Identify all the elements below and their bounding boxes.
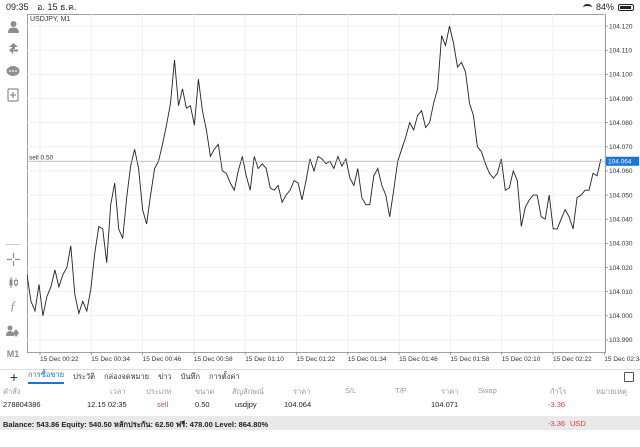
current-price-tag xyxy=(606,156,639,166)
cell-order: 278804386 xyxy=(3,400,41,409)
chart-symbol-label: USDJPY, M1 xyxy=(30,16,71,23)
x-tick-label: 15 Dec 01:46 xyxy=(399,356,438,363)
y-tick-label: 104.110 xyxy=(609,48,632,55)
col-type: ประเภท xyxy=(146,387,172,396)
table-row[interactable]: 278804386 12.15 02:35 sell 0.50 usdjpy 1… xyxy=(0,397,640,411)
y-tick-label: 104.120 xyxy=(609,23,633,30)
x-tick-label: 15 Dec 01:58 xyxy=(450,356,489,363)
profit-currency: USD xyxy=(570,419,586,428)
toolbar-divider xyxy=(6,244,20,245)
col-open-price: ราคา xyxy=(293,387,311,396)
cell-size: 0.50 xyxy=(195,400,210,409)
cell-open-price: 104.064 xyxy=(284,400,312,409)
balance-summary: Balance: 543.86 Equity: 540.50 หลักประกั… xyxy=(3,420,269,429)
price-chart[interactable]: 104.120 104.110 104.100 104.090 104.080 104.0… xyxy=(27,14,640,369)
candlestick-icon[interactable] xyxy=(4,273,22,291)
crosshair-icon[interactable] xyxy=(4,250,22,268)
plot-frame xyxy=(27,14,606,353)
cell-price: 104.071 xyxy=(431,400,459,409)
cell-symbol: usdjpy xyxy=(235,400,257,409)
x-tick-label: 15 Dec 00:34 xyxy=(91,356,130,363)
x-tick-label: 15 Dec 01:34 xyxy=(348,356,387,363)
y-tick-label: 104.040 xyxy=(609,217,633,224)
y-tick-label: 104.080 xyxy=(609,120,633,127)
account-icon[interactable] xyxy=(4,17,22,35)
battery-percent: 84% xyxy=(595,2,614,12)
current-price-label: 104.064 xyxy=(608,159,632,166)
cell-time: 12.15 02:35 xyxy=(87,400,127,409)
x-tick-label: 15 Dec 02:34 xyxy=(604,356,640,363)
tab-journal[interactable]: บันทึก xyxy=(180,371,201,381)
col-order: คำสั่ง xyxy=(3,387,21,396)
col-sl: S/L xyxy=(345,386,357,395)
expand-panel-icon[interactable] xyxy=(624,372,634,382)
battery-icon xyxy=(618,3,634,11)
y-tick-label: 104.060 xyxy=(609,168,633,175)
new-order-icon[interactable] xyxy=(4,86,22,104)
tab-news[interactable]: ข่าว xyxy=(158,371,172,381)
y-tick-label: 104.100 xyxy=(609,72,633,79)
col-size: ขนาด xyxy=(195,387,215,396)
y-tick-label: 104.050 xyxy=(609,192,633,199)
tab-settings[interactable]: การตั้งค่า xyxy=(209,371,240,381)
tab-history[interactable]: ประวัติ xyxy=(73,371,96,381)
x-tick-label: 15 Dec 00:46 xyxy=(143,356,182,363)
status-bar: 09:35 อ. 15 ธ.ค. 84% xyxy=(0,0,640,14)
total-profit: -3.36 xyxy=(548,419,566,428)
y-tick-label: 104.090 xyxy=(609,96,633,103)
y-tick-label: 104.010 xyxy=(609,289,633,296)
status-date: อ. 15 ธ.ค. xyxy=(37,2,77,12)
x-tick-label: 15 Dec 02:10 xyxy=(502,356,541,363)
col-symbol: สัญลักษณ์ xyxy=(232,387,265,396)
col-tp: T/P xyxy=(395,386,407,395)
indicators-icon[interactable]: ƒ xyxy=(9,298,17,313)
price-series-line xyxy=(27,25,602,316)
wifi-icon xyxy=(582,3,592,11)
status-time: 09:35 xyxy=(6,2,29,12)
x-tick-label: 15 Dec 02:22 xyxy=(553,356,592,363)
tab-mailbox[interactable]: กล่องจดหมาย xyxy=(104,371,150,381)
table-header: คำสั่ง เวลา ประเภท ขนาด สัญลักษณ์ ราคา S… xyxy=(0,383,640,397)
col-time: เวลา xyxy=(110,387,126,396)
chat-icon[interactable] xyxy=(4,62,22,80)
positions-table: คำสั่ง เวลา ประเภท ขนาด สัญลักษณ์ ราคา S… xyxy=(0,383,640,425)
left-toolbar: ƒ M1 xyxy=(0,14,26,369)
y-tick-label: 104.070 xyxy=(609,144,633,151)
cell-type: sell xyxy=(157,400,169,409)
col-profit: กำไร xyxy=(550,387,567,396)
add-icon[interactable]: + xyxy=(9,368,19,385)
y-tick-label: 104.000 xyxy=(609,313,633,320)
cell-profit: -3.36 xyxy=(548,400,566,409)
col-price: ราคา xyxy=(441,387,459,396)
col-swap: Swap xyxy=(478,386,497,395)
x-tick-label: 15 Dec 01:10 xyxy=(245,356,284,363)
balance-bar: Balance: 543.86 Equity: 540.50 หลักประกั… xyxy=(0,416,640,430)
y-tick-label: 104.030 xyxy=(609,241,633,248)
timeframe-button[interactable]: M1 xyxy=(6,349,20,359)
x-tick-label: 15 Dec 01:22 xyxy=(297,356,336,363)
col-note: หมายเหตุ xyxy=(596,387,627,396)
price-chart-canvas: 104.120 104.110 104.100 104.090 104.080 104.0… xyxy=(27,14,640,363)
sell-position-label: sell 0.50 xyxy=(29,154,54,161)
tab-trade[interactable]: การซื้อขาย xyxy=(28,369,65,384)
trade-arrows-icon[interactable] xyxy=(4,39,22,57)
objects-icon[interactable] xyxy=(4,321,22,339)
y-tick-label: 103.990 xyxy=(609,337,633,344)
x-tick-label: 15 Dec 00:58 xyxy=(194,356,233,363)
terminal-tabs: + การซื้อขาย ประวัติ กล่องจดหมาย ข่าว บั… xyxy=(0,368,640,385)
x-tick-label: 15 Dec 00:22 xyxy=(40,356,79,363)
y-tick-label: 104.020 xyxy=(609,265,633,272)
